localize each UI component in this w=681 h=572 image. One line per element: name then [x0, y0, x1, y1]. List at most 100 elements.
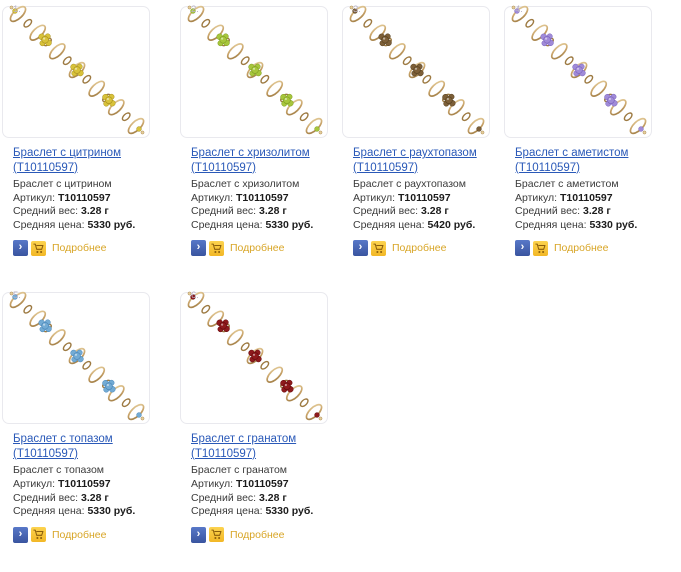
more-details-label[interactable]: Подробнее [52, 528, 107, 541]
product-title-link[interactable]: Браслет с цитрином (T10110597) [13, 146, 165, 175]
product-thumbnail[interactable]: 2. [180, 0, 330, 140]
product-thumbnail[interactable]: 1. [2, 0, 152, 140]
product-description: Браслет с аметистом [515, 178, 619, 190]
product-weight-row: Средний вес: 3.28 г [191, 205, 340, 219]
price-label: Средняя цена: [191, 218, 263, 231]
product-weight-row: Средний вес: 3.28 г [13, 492, 178, 506]
item-number: 2. [191, 4, 199, 15]
price-label: Средняя цена: [13, 218, 85, 231]
weight-label: Средний вес: [13, 205, 79, 218]
price-value: 5330 руб. [87, 218, 136, 231]
weight-value: 3.28 г [81, 205, 109, 218]
cart-icon [535, 243, 546, 253]
product-thumbnail[interactable]: 4. [504, 0, 654, 140]
product-code-text: (T10110597) [13, 447, 78, 460]
more-details-label[interactable]: Подробнее [230, 528, 285, 541]
product-image[interactable] [504, 0, 654, 140]
weight-value: 3.28 г [259, 491, 287, 504]
product-row-2: 5. [0, 286, 681, 543]
product-info: Браслет с хризолитом (T10110597) Браслет… [178, 140, 340, 257]
more-details-row[interactable]: › Подробнее [191, 526, 340, 543]
product-title-link[interactable]: Браслет с раухтопазом (T10110597) [353, 146, 502, 175]
product-info: Браслет с гранатом (T10110597) Браслет с… [178, 426, 340, 543]
arrow-right-icon[interactable]: › [515, 240, 530, 257]
product-article-row: Артикул: T10110597 [191, 192, 340, 206]
item-number: 6. [191, 290, 199, 302]
cart-icon-button[interactable] [31, 240, 46, 256]
article-value: T10110597 [559, 191, 613, 204]
product-code-text: (T10110597) [13, 161, 78, 174]
cart-icon [373, 243, 384, 253]
product-image[interactable] [2, 0, 152, 140]
product-title-link[interactable]: Браслет с хризолитом (T10110597) [191, 146, 340, 175]
product-meta: Браслет с цитрином Артикул: T10110597 Ср… [13, 178, 178, 232]
product-description: Браслет с хризолитом [191, 178, 300, 190]
product-info: Браслет с аметистом (T10110597) Браслет … [502, 140, 681, 257]
product-title-link[interactable]: Браслет с гранатом (T10110597) [191, 432, 340, 461]
more-details-row[interactable]: › Подробнее [13, 240, 178, 257]
product-grid: 1. [0, 0, 681, 543]
product-meta: Браслет с топазом Артикул: T10110597 Сре… [13, 464, 178, 518]
product-card: 5. [0, 286, 178, 543]
cart-icon-button[interactable] [371, 240, 386, 256]
product-thumbnail[interactable]: 6. [180, 286, 330, 426]
cart-icon-button[interactable] [209, 240, 224, 256]
product-price-row: Средняя цена: 5330 руб. [13, 219, 178, 233]
product-code-text: (T10110597) [191, 161, 256, 174]
cart-icon-button[interactable] [533, 240, 548, 256]
product-title-text: Браслет с раухтопазом [353, 147, 477, 159]
product-article-row: Артикул: T10110597 [515, 192, 681, 206]
arrow-right-icon[interactable]: › [13, 526, 28, 543]
article-label: Артикул: [191, 477, 234, 490]
cart-icon-button[interactable] [31, 527, 46, 543]
product-title-text: Браслет с цитрином [13, 147, 121, 159]
more-details-label[interactable]: Подробнее [52, 242, 107, 255]
product-article-row: Артикул: T10110597 [191, 478, 340, 492]
more-details-label[interactable]: Подробнее [392, 242, 447, 255]
weight-label: Средний вес: [191, 205, 257, 218]
product-image[interactable] [180, 286, 330, 426]
price-label: Средняя цена: [515, 218, 587, 231]
more-details-row[interactable]: › Подробнее [353, 240, 502, 257]
product-card: 4. [502, 0, 681, 257]
more-details-label[interactable]: Подробнее [554, 242, 609, 255]
product-title-text: Браслет с аметистом [515, 147, 629, 159]
product-thumbnail[interactable]: 3. [342, 0, 492, 140]
more-details-row[interactable]: › Подробнее [191, 240, 340, 257]
product-description: Браслет с гранатом [191, 464, 287, 477]
weight-value: 3.28 г [421, 205, 449, 218]
arrow-right-icon[interactable]: › [13, 240, 28, 257]
product-weight-row: Средний вес: 3.28 г [191, 492, 340, 506]
product-image[interactable] [2, 286, 152, 426]
cart-icon [33, 529, 44, 540]
product-image[interactable] [180, 0, 330, 140]
cart-icon [33, 243, 44, 253]
arrow-right-icon[interactable]: › [353, 240, 368, 257]
product-thumbnail[interactable]: 5. [2, 286, 152, 426]
product-info: Браслет с раухтопазом (T10110597) Брасле… [340, 140, 502, 257]
product-image[interactable] [342, 0, 492, 140]
more-details-label[interactable]: Подробнее [230, 242, 285, 255]
weight-label: Средний вес: [353, 205, 419, 218]
item-number: 4. [515, 4, 523, 15]
cart-icon-button[interactable] [209, 527, 224, 543]
more-details-row[interactable]: › Подробнее [515, 240, 681, 257]
product-info: Браслет с цитрином (T10110597) Браслет с… [0, 140, 178, 257]
article-value: T10110597 [235, 477, 289, 490]
product-title-link[interactable]: Браслет с топазом (T10110597) [13, 432, 165, 461]
product-code-text: (T10110597) [191, 447, 256, 460]
product-price-row: Средняя цена: 5420 руб. [353, 219, 502, 233]
price-label: Средняя цена: [13, 505, 85, 518]
product-title-link[interactable]: Браслет с аметистом (T10110597) [515, 146, 667, 175]
arrow-right-icon[interactable]: › [191, 240, 206, 257]
arrow-right-icon[interactable]: › [191, 526, 206, 543]
product-card: 3. [340, 0, 502, 257]
product-meta: Браслет с хризолитом Артикул: T10110597 … [191, 178, 340, 232]
product-meta: Браслет с аметистом Артикул: T10110597 С… [515, 178, 681, 232]
article-label: Артикул: [13, 477, 56, 490]
article-label: Артикул: [191, 191, 234, 204]
product-price-row: Средняя цена: 5330 руб. [191, 219, 340, 233]
product-title-text: Браслет с хризолитом [191, 147, 310, 159]
more-details-row[interactable]: › Подробнее [13, 526, 178, 543]
price-value: 5330 руб. [265, 505, 314, 518]
